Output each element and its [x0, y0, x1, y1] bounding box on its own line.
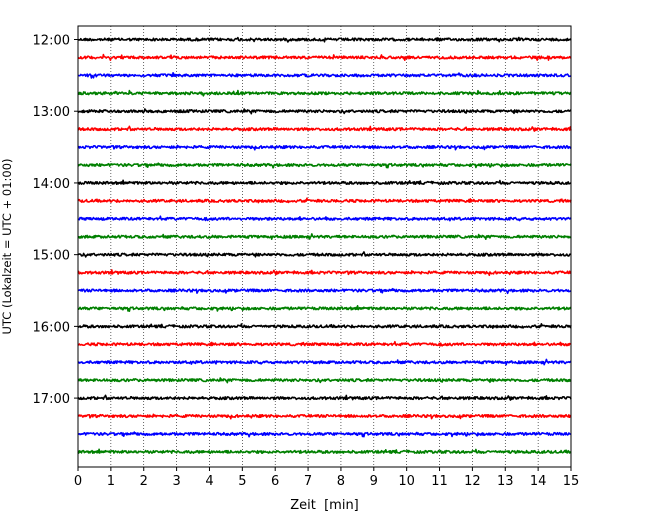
y-tick-label-15:00: 15:00 — [33, 249, 70, 264]
y-axis-ticks: 12:00 13:00 14:00 15:00 16:00 17:00 — [33, 34, 78, 407]
x-tick-label-13: 13 — [497, 474, 514, 489]
trace-1600 — [77, 323, 572, 329]
x-tick-label-8: 8 — [337, 474, 345, 489]
trace-1215 — [77, 53, 572, 61]
trace-1330 — [77, 144, 572, 151]
trace-1700 — [77, 394, 572, 401]
x-tick-label-9: 9 — [370, 474, 378, 489]
x-tick-label-3: 3 — [172, 474, 180, 489]
trace-1345 — [77, 162, 572, 169]
trace-1415 — [77, 197, 572, 204]
trace-1315 — [77, 125, 572, 132]
x-tick-label-15: 15 — [563, 474, 580, 489]
y-tick-label-16:00: 16:00 — [33, 320, 70, 335]
x-tick-label-12: 12 — [464, 474, 481, 489]
trace-1245 — [77, 89, 572, 97]
trace-1300 — [77, 108, 572, 115]
trace-1500 — [77, 251, 572, 258]
y-tick-label-13:00: 13:00 — [33, 105, 70, 120]
trace-1530 — [77, 287, 572, 295]
x-tick-label-5: 5 — [238, 474, 246, 489]
trace-1645 — [77, 377, 572, 384]
plot-frame — [77, 25, 572, 468]
trace-1715 — [77, 413, 572, 420]
x-tick-label-2: 2 — [140, 474, 148, 489]
trace-1630 — [77, 358, 572, 366]
seismic-traces — [77, 36, 572, 454]
trace-1615 — [77, 340, 572, 347]
y-tick-label-17:00: 17:00 — [33, 392, 70, 407]
trace-1745 — [77, 448, 572, 454]
x-tick-label-11: 11 — [431, 474, 448, 489]
x-axis-label: Zeit [min] — [290, 498, 359, 513]
x-tick-label-0: 0 — [74, 474, 82, 489]
trace-1730 — [77, 431, 572, 438]
trace-1445 — [77, 233, 572, 241]
y-tick-label-12:00: 12:00 — [33, 34, 70, 49]
trace-1430 — [77, 215, 572, 222]
trace-1545 — [77, 305, 572, 312]
trace-1515 — [77, 269, 572, 277]
x-tick-label-7: 7 — [304, 474, 312, 489]
x-tick-label-10: 10 — [398, 474, 415, 489]
x-tick-label-6: 6 — [271, 474, 279, 489]
trace-1230 — [77, 72, 572, 79]
x-axis-ticks: 0 1 2 3 4 5 6 7 8 9 10 11 12 13 14 15 — [74, 467, 579, 489]
trace-1200 — [77, 36, 572, 43]
y-tick-label-14:00: 14:00 — [33, 177, 70, 192]
x-tick-label-1: 1 — [107, 474, 115, 489]
x-tick-label-14: 14 — [530, 474, 547, 489]
trace-1400 — [77, 179, 572, 186]
y-axis-label: UTC (Lokalzeit = UTC + 01:00) — [0, 158, 14, 334]
x-tick-label-4: 4 — [205, 474, 213, 489]
